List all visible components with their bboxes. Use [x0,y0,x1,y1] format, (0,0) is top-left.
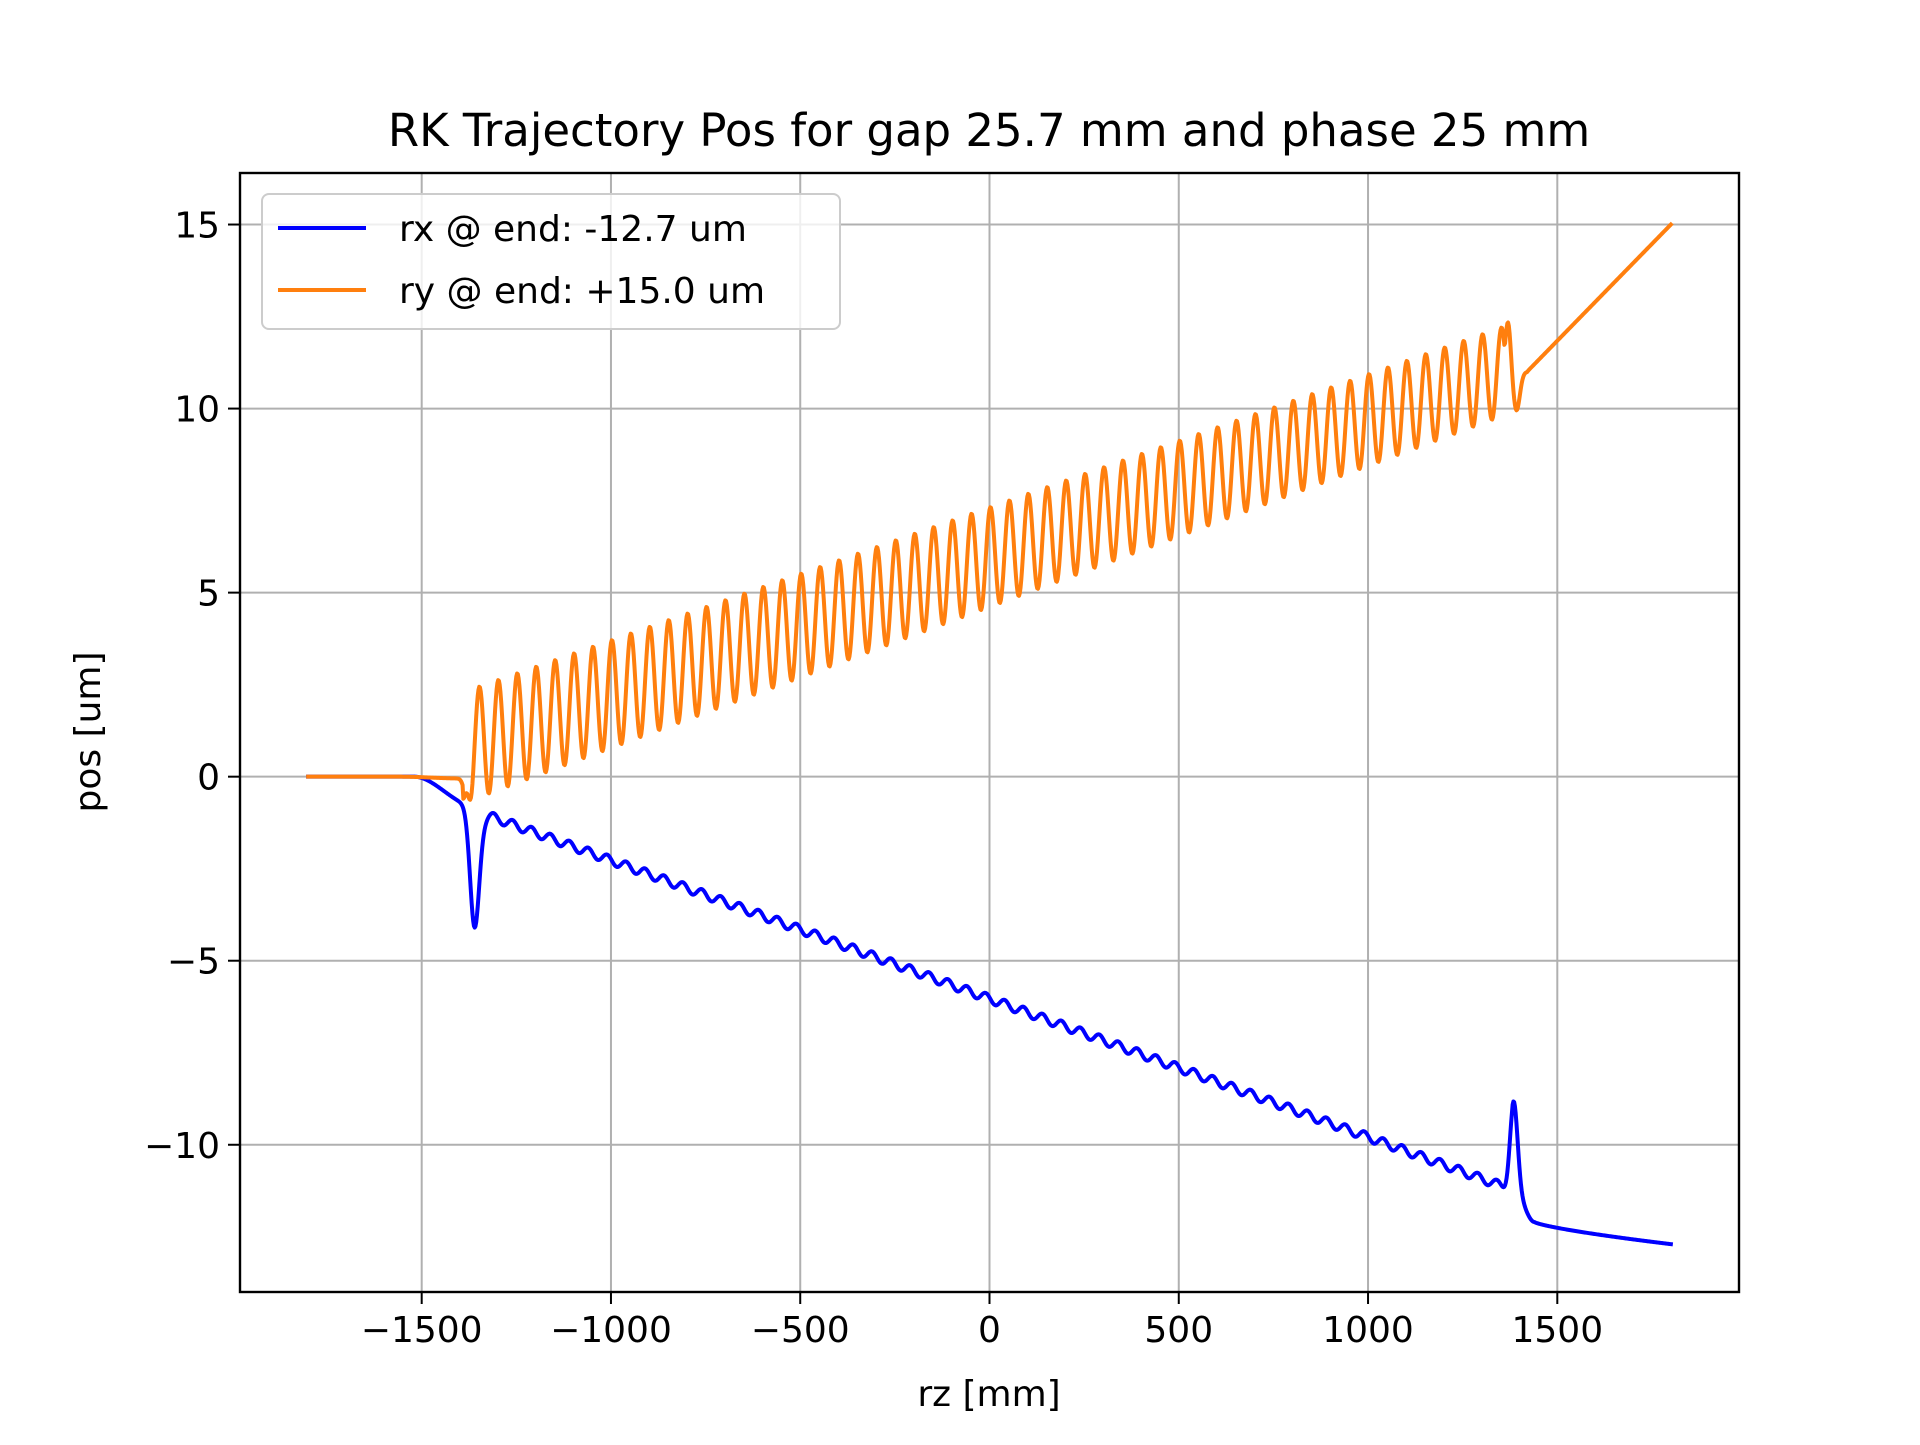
series-line-ry [306,221,1674,802]
legend: rx @ end: -12.7 um ry @ end: +15.0 um [261,193,841,330]
y-tick-label: 0 [197,758,220,799]
x-tick-label: 1000 [1322,1310,1414,1351]
y-tick-label: 5 [197,574,220,615]
y-axis-ticks: −10 −5 0 5 10 15 [144,206,240,1167]
series-lines [306,221,1674,1247]
chart-title: RK Trajectory Pos for gap 25.7 mm and ph… [388,104,1590,157]
x-tick-label: −500 [751,1310,850,1351]
legend-label-ry: ry @ end: +15.0 um [399,271,765,312]
y-tick-label: −10 [144,1126,220,1167]
grid-lines [240,173,1739,1292]
x-axis-ticks: −1500 −1000 −500 0 500 1000 1500 [361,1292,1603,1351]
y-tick-label: 15 [174,206,220,247]
x-tick-label: 0 [978,1310,1001,1351]
y-tick-label: −5 [167,942,220,983]
x-tick-label: −1500 [361,1310,483,1351]
series-line-rx [306,774,1674,1247]
y-axis-label: pos [um] [68,651,109,812]
x-tick-label: 500 [1144,1310,1213,1351]
legend-label-rx: rx @ end: -12.7 um [399,209,747,250]
y-tick-label: 10 [174,390,220,431]
legend-box [261,193,841,330]
x-tick-label: −1000 [550,1310,672,1351]
x-axis-label: rz [mm] [917,1374,1060,1415]
x-tick-label: 1500 [1511,1310,1603,1351]
